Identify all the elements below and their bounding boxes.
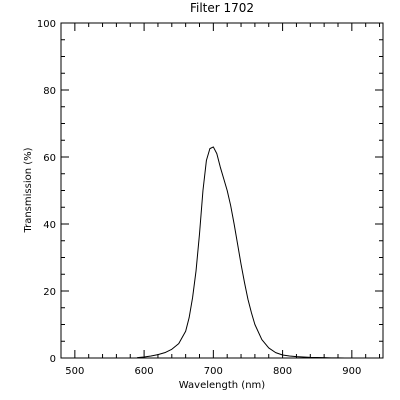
x-tick-label: 900	[342, 366, 361, 377]
y-tick-label: 40	[43, 220, 56, 231]
x-tick-label: 500	[65, 366, 84, 377]
axis-ticks	[60, 22, 383, 359]
x-tick-label: 700	[204, 366, 223, 377]
plot-frame	[60, 22, 384, 359]
chart-title: Filter 1702	[190, 1, 254, 15]
x-axis-title: Wavelength (nm)	[179, 380, 265, 391]
y-tick-label: 60	[43, 153, 56, 164]
y-axis-title: Transmission (%)	[23, 147, 34, 233]
axis-tick-labels: 500 600 700 800 900 0 20 40 60 80 100	[37, 19, 361, 377]
x-tick-label: 600	[135, 366, 154, 377]
transmission-curve	[137, 146, 345, 359]
y-tick-label: 0	[50, 354, 56, 365]
y-tick-label: 20	[43, 287, 56, 298]
series-layer	[137, 146, 345, 359]
y-tick-label: 80	[43, 86, 56, 97]
y-tick-label: 100	[37, 19, 56, 30]
x-tick-label: 800	[273, 366, 292, 377]
